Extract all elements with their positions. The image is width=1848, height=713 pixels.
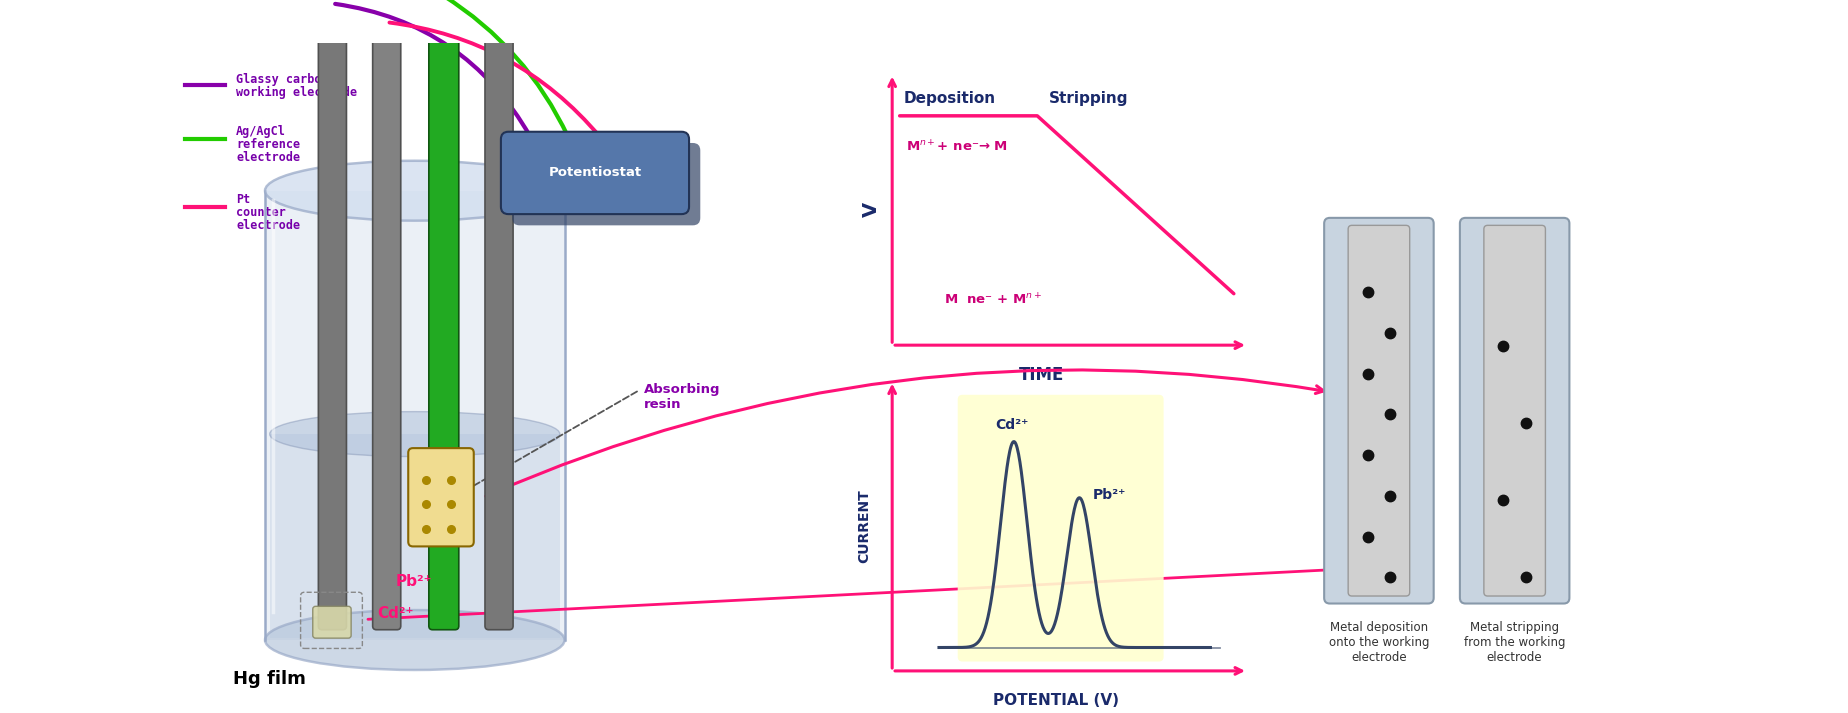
FancyBboxPatch shape bbox=[957, 395, 1164, 662]
FancyBboxPatch shape bbox=[318, 0, 346, 630]
Text: Deposition: Deposition bbox=[904, 91, 996, 106]
Text: Metal deposition
onto the working
electrode: Metal deposition onto the working electr… bbox=[1329, 621, 1429, 665]
FancyBboxPatch shape bbox=[429, 0, 458, 630]
FancyBboxPatch shape bbox=[1460, 218, 1569, 603]
Text: M  ne⁻ + M$^{n+}$: M ne⁻ + M$^{n+}$ bbox=[944, 292, 1042, 308]
Text: Cd²⁺: Cd²⁺ bbox=[996, 419, 1029, 432]
FancyBboxPatch shape bbox=[512, 143, 700, 225]
Bar bbox=[264, 190, 564, 640]
Text: Ag/AgCl: Ag/AgCl bbox=[237, 125, 286, 138]
Text: counter: counter bbox=[237, 206, 286, 219]
Text: electrode: electrode bbox=[237, 219, 299, 232]
FancyBboxPatch shape bbox=[484, 9, 514, 630]
Text: M$^{n+}$+ ne⁻→ M: M$^{n+}$+ ne⁻→ M bbox=[906, 139, 1007, 155]
Text: Metal stripping
from the working
electrode: Metal stripping from the working electro… bbox=[1464, 621, 1565, 665]
Text: electrode: electrode bbox=[237, 151, 299, 165]
FancyBboxPatch shape bbox=[1349, 225, 1410, 596]
FancyBboxPatch shape bbox=[373, 23, 401, 630]
Text: POTENTIAL (V): POTENTIAL (V) bbox=[992, 693, 1118, 708]
FancyBboxPatch shape bbox=[1325, 218, 1434, 603]
FancyBboxPatch shape bbox=[312, 606, 351, 638]
Text: Hg film: Hg film bbox=[233, 670, 307, 688]
Text: CURRENT: CURRENT bbox=[857, 489, 870, 563]
FancyBboxPatch shape bbox=[501, 132, 689, 214]
Bar bbox=[270, 434, 560, 638]
Text: V: V bbox=[861, 202, 881, 217]
Text: reference: reference bbox=[237, 138, 299, 151]
FancyBboxPatch shape bbox=[408, 448, 473, 546]
Text: Stripping: Stripping bbox=[1048, 91, 1127, 106]
Text: Glassy carbon: Glassy carbon bbox=[237, 73, 329, 86]
Text: Potentiostat: Potentiostat bbox=[549, 166, 641, 180]
Text: Cd²⁺: Cd²⁺ bbox=[377, 606, 414, 621]
Ellipse shape bbox=[264, 160, 564, 220]
Ellipse shape bbox=[270, 411, 560, 456]
Text: Absorbing
resin: Absorbing resin bbox=[645, 383, 721, 411]
Text: working electrode: working electrode bbox=[237, 86, 357, 99]
Text: Pt: Pt bbox=[237, 193, 249, 205]
Ellipse shape bbox=[264, 610, 564, 670]
Text: Pb²⁺: Pb²⁺ bbox=[395, 575, 432, 590]
Text: Pb²⁺: Pb²⁺ bbox=[1092, 488, 1125, 503]
Text: TIME: TIME bbox=[1018, 366, 1064, 384]
FancyBboxPatch shape bbox=[1484, 225, 1545, 596]
